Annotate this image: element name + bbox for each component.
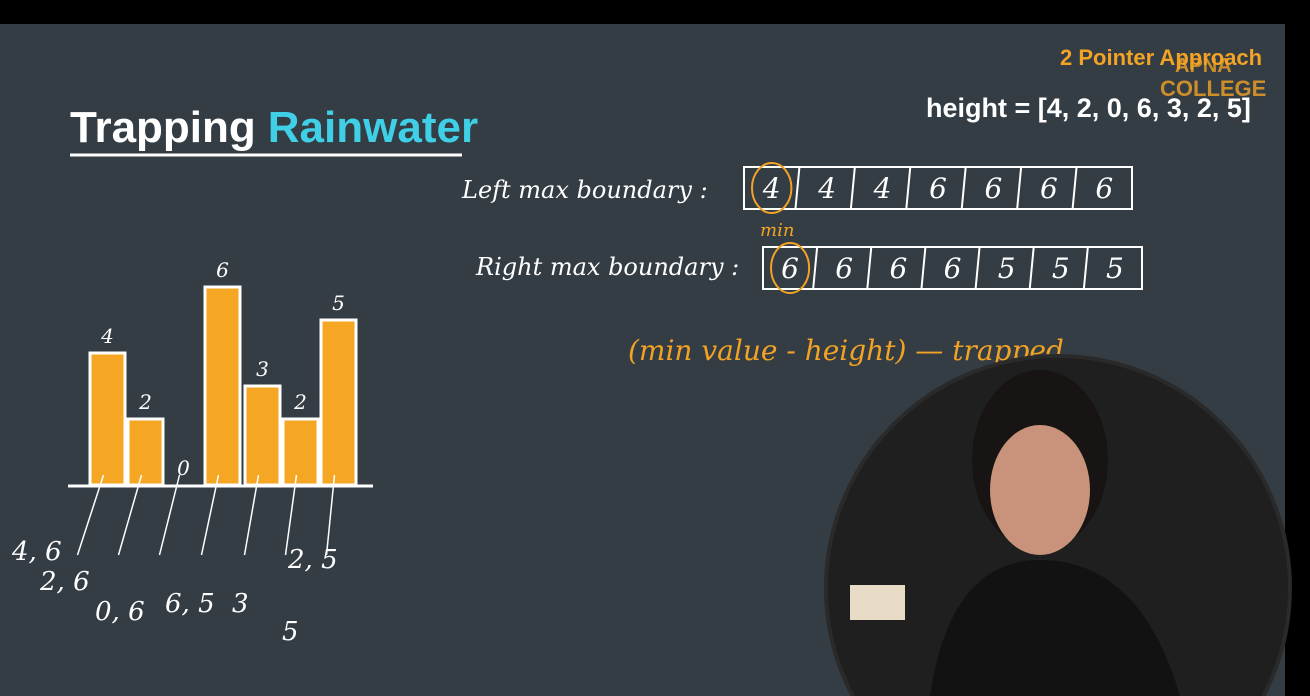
bar-label: 3 — [256, 357, 269, 381]
sketch-arrow — [325, 474, 336, 556]
sketch-bar — [88, 351, 127, 487]
array-box — [762, 246, 1143, 290]
cell-value: 5 — [998, 252, 1016, 285]
cell-divider — [812, 246, 819, 290]
sketch-arrow — [76, 474, 105, 556]
array-box — [743, 166, 1133, 210]
cell-value: 6 — [929, 172, 947, 205]
cell-value: 5 — [1106, 252, 1124, 285]
height-label: height = [4, 2, 0, 6, 3, 2, 5] — [926, 93, 1251, 123]
annotation: 5 — [282, 617, 299, 647]
cell-value: 6 — [1095, 172, 1113, 205]
annotation: 2, 5 — [287, 545, 338, 575]
annotation: 6, 5 — [165, 589, 215, 619]
shirt — [930, 560, 1180, 696]
title-first: Trapping — [70, 103, 256, 152]
sketch-bar — [319, 318, 358, 487]
cell-value: 4 — [762, 172, 781, 205]
sketch-arrow — [284, 474, 298, 556]
cell-value: 6 — [781, 252, 799, 285]
min-note: min — [760, 220, 794, 241]
formula: (min value - height) — trapped — [628, 334, 1064, 367]
title: Trapping Rainwater — [70, 103, 478, 152]
cell-value: 6 — [889, 252, 907, 285]
cell-circle — [751, 162, 793, 214]
cell-value: 6 — [835, 252, 853, 285]
cell-divider — [1016, 166, 1023, 210]
logo-bottom: COLLEGE — [1160, 76, 1266, 101]
cell-divider — [1071, 166, 1078, 210]
annotation: 2, 6 — [39, 567, 90, 597]
cell-divider — [1082, 246, 1089, 290]
cell-divider — [1028, 246, 1035, 290]
cell-circle — [770, 242, 811, 294]
face — [990, 425, 1090, 555]
cell-divider — [920, 246, 927, 290]
webcam-ring — [824, 354, 1292, 696]
sketch-bar — [203, 285, 242, 487]
left-max-label: Left max boundary : — [461, 176, 708, 204]
sketch-bar — [281, 417, 320, 487]
sketch-bar — [243, 384, 282, 487]
sketch-arrow — [200, 474, 220, 556]
cell-divider — [794, 166, 801, 210]
cell-divider — [849, 166, 856, 210]
bar-label: 4 — [100, 324, 114, 348]
sketch-arrow — [158, 474, 181, 556]
cell-value: 5 — [1052, 252, 1070, 285]
bar-label: 6 — [216, 258, 229, 282]
cell-value: 6 — [944, 252, 962, 285]
sketch-arrow — [243, 474, 260, 556]
annotation: 0, 6 — [95, 597, 145, 627]
annotation: 4, 6 — [11, 537, 62, 567]
cell-divider — [905, 166, 912, 210]
lamp — [850, 585, 905, 620]
approach: 2 Pointer Approach — [1060, 45, 1262, 70]
bar-label: 2 — [293, 390, 307, 414]
cell-value: 4 — [817, 172, 836, 205]
cell-value: 6 — [1040, 172, 1058, 205]
cell-value: 4 — [873, 172, 892, 205]
bar-label: 2 — [138, 390, 152, 414]
cell-divider — [960, 166, 967, 210]
cell-divider — [974, 246, 981, 290]
cell-value: 6 — [985, 172, 1003, 205]
right-max-label: Right max boundary : — [475, 253, 739, 281]
title-second: Rainwater — [268, 103, 478, 152]
logo-top: APNA — [1175, 55, 1232, 77]
bar-label: 0 — [177, 456, 190, 480]
webcam — [824, 354, 1292, 696]
sketch-arrow — [117, 474, 143, 556]
sketch-bar — [126, 417, 165, 487]
annotation: 3 — [232, 589, 249, 619]
cell-divider — [866, 246, 873, 290]
bar-label: 5 — [332, 291, 345, 315]
